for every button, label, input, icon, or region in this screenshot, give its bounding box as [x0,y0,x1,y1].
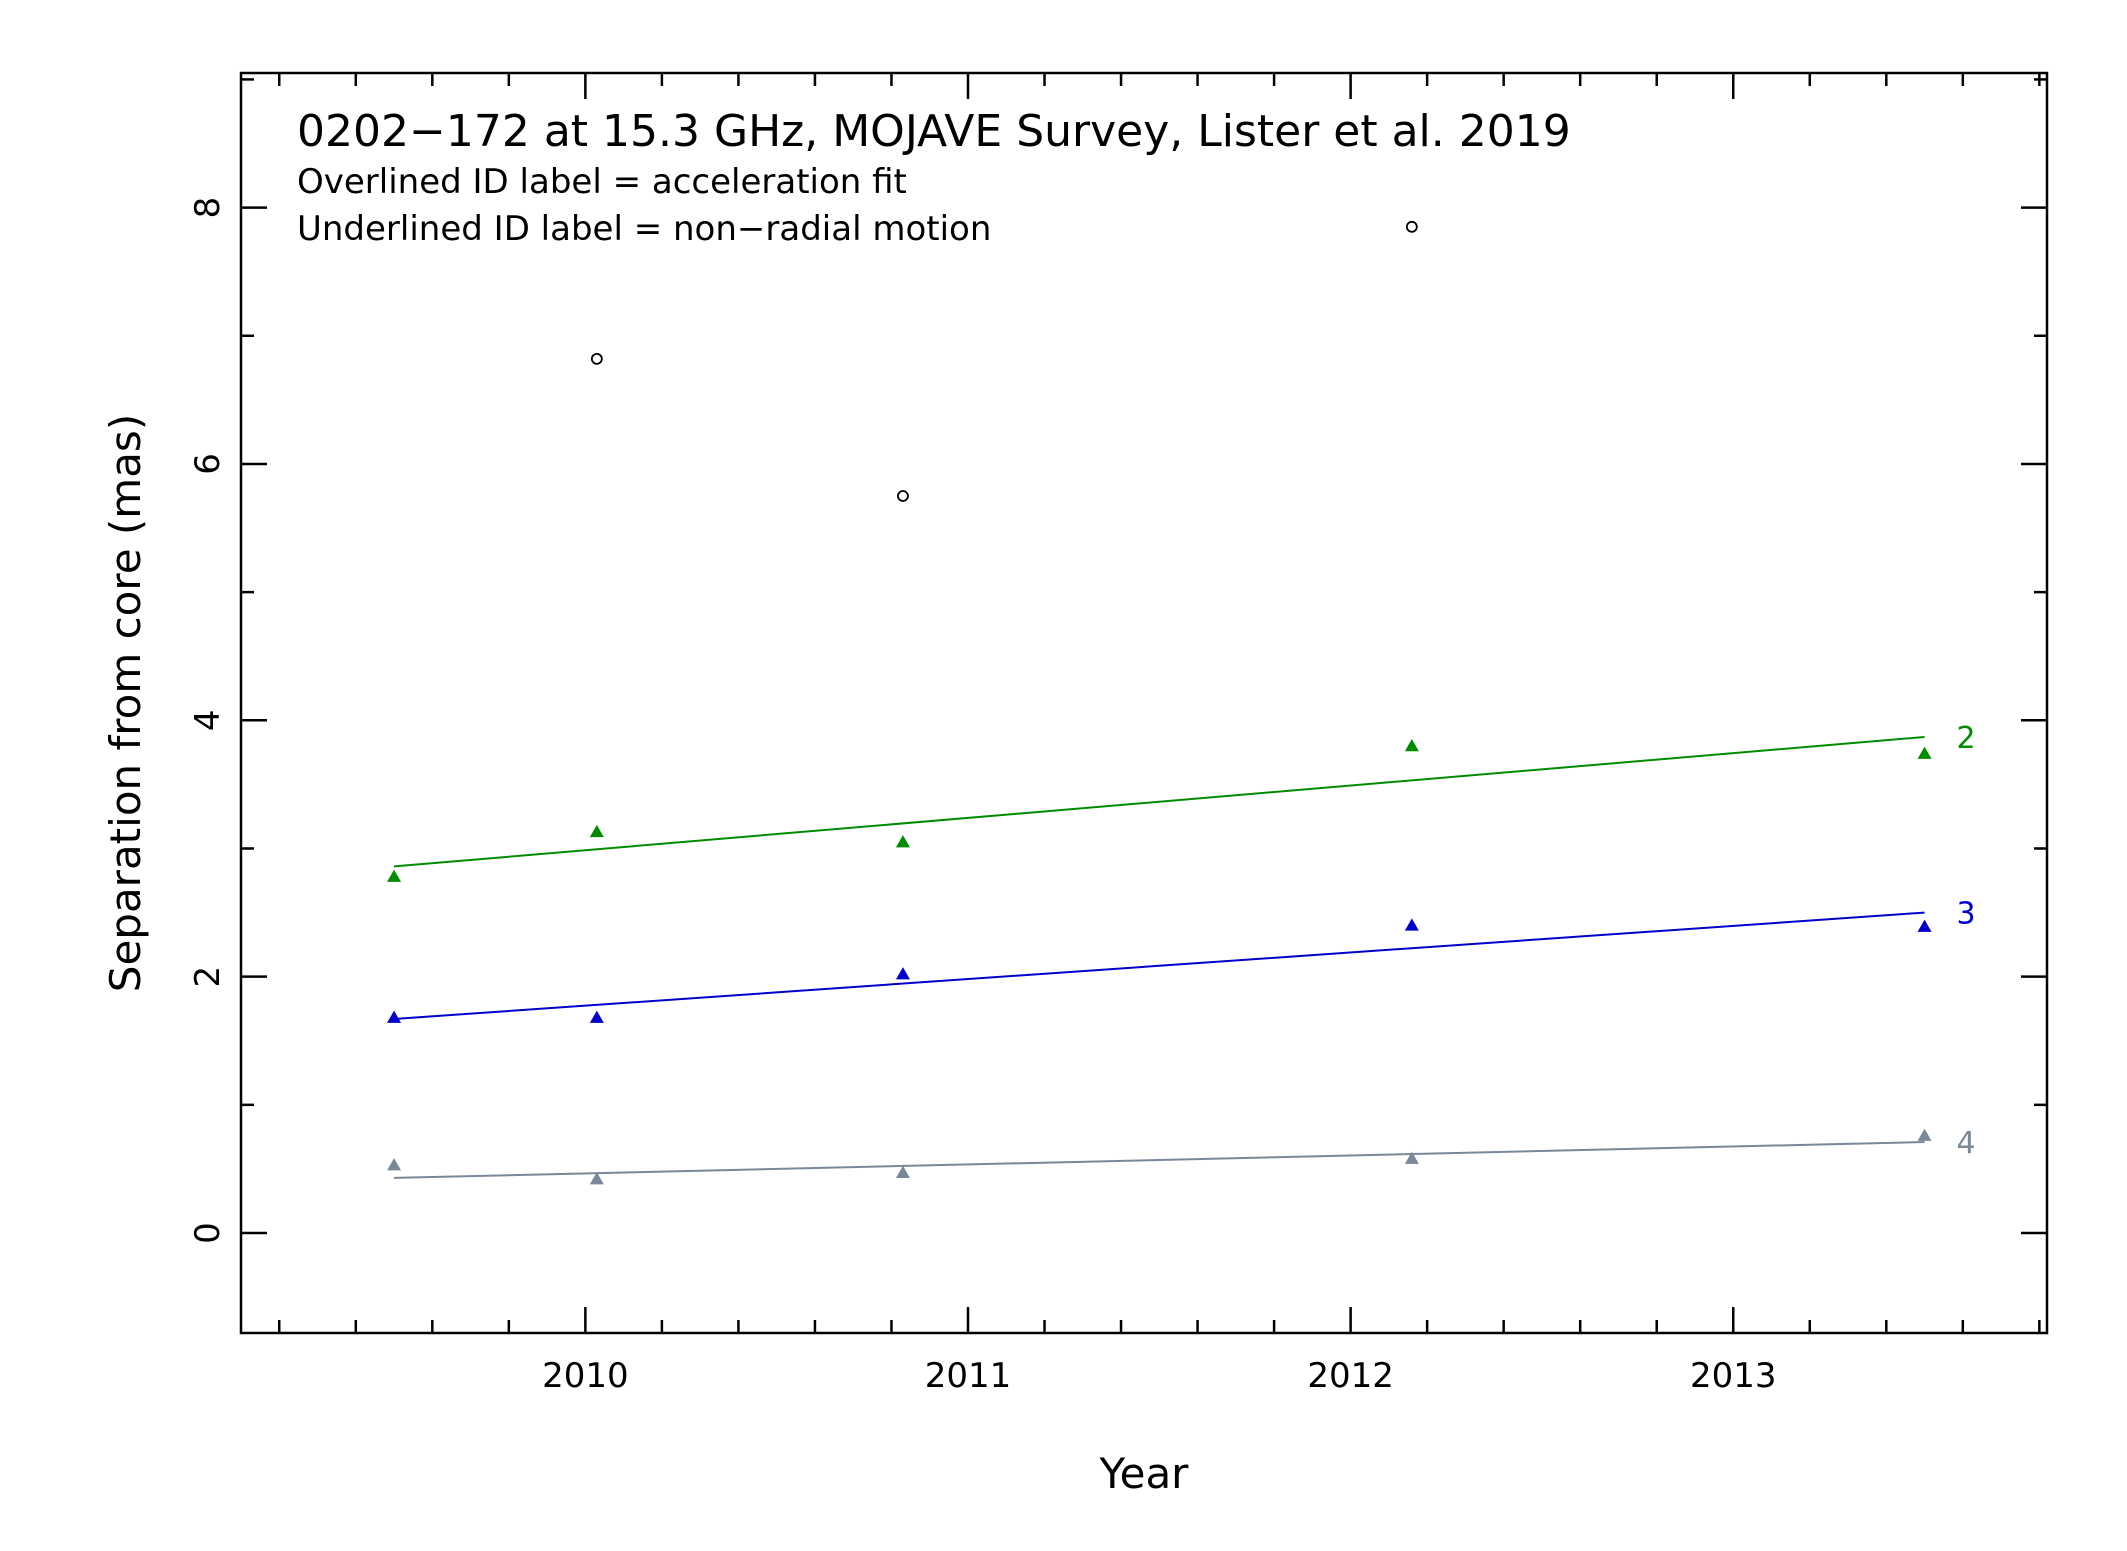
chart-subtitle-overlined: Overlined ID label = acceleration fit [297,162,907,202]
x-tick-label: 2011 [925,1356,1012,1396]
x-tick-label: 2013 [1690,1356,1777,1396]
data-point-component-3 [1404,918,1419,931]
data-point-component-2 [1404,738,1419,752]
data-point-component-4 [589,1172,604,1185]
data-point-component-2 [895,835,910,848]
data-point-component-3 [387,1010,402,1023]
y-tick-label: 2 [188,966,228,988]
data-point-component-2 [589,824,604,838]
axis-tick-labels: 2010 2011 2012 2013 0 2 4 6 8 [188,197,1777,1396]
data-point-component-4 [895,1165,910,1179]
data-point-component-2 [1917,746,1932,759]
chart-title: 0202−172 at 15.3 GHz, MOJAVE Survey, Lis… [297,106,1571,157]
chart-subtitle-underlined: Underlined ID label = non−radial motion [297,209,991,249]
data-points [387,220,1932,1185]
series-label-component-4: 4 [1957,1126,1976,1161]
fit-line-component-3 [393,911,1925,1020]
y-axis-title: Separation from core (mas) [101,414,150,992]
y-tick-label: 6 [188,453,228,475]
data-point-component-4 [1404,1151,1419,1164]
axis-ticks [241,73,2047,1333]
fit-line-component-2 [393,735,1925,868]
series-label-component-2: 2 [1957,721,1976,756]
data-point-component-4 [1917,1128,1932,1141]
fit-line-component-4 [394,1141,1925,1179]
series-label-component-3: 3 [1957,897,1976,932]
data-point-unlabeled [1405,220,1418,233]
data-point-component-3 [895,967,910,980]
x-tick-label: 2012 [1307,1356,1394,1396]
fit-lines [393,735,1925,1179]
data-point-component-3 [1917,919,1932,932]
data-point-unlabeled [897,490,909,502]
plot-frame [239,71,2049,1335]
series-labels: 2 3 4 [1957,721,1976,1161]
x-axis-title: Year [1099,1449,1190,1498]
y-tick-label: 4 [188,709,228,731]
x-tick-label: 2010 [542,1356,629,1396]
data-point-component-2 [387,869,402,882]
data-point-component-3 [589,1010,604,1023]
y-tick-label: 0 [188,1222,228,1244]
data-point-component-4 [387,1158,402,1171]
data-point-unlabeled [590,352,603,365]
y-tick-label: 8 [188,197,228,219]
